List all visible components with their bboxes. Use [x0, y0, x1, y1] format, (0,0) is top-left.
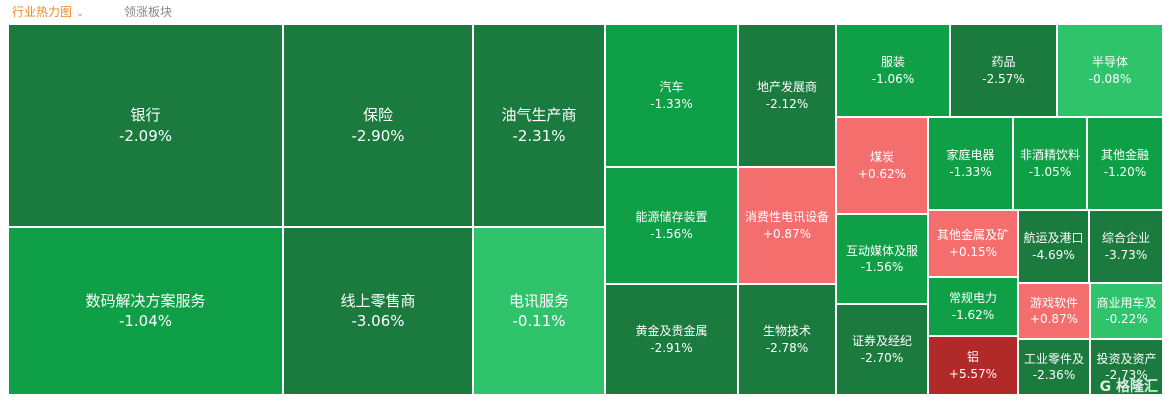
heatmap-cell[interactable]: 线上零售商 -3.06%: [283, 227, 473, 395]
sector-name: 常规电力: [948, 291, 997, 306]
sector-name: 保险: [362, 106, 393, 125]
heatmap-cell[interactable]: 药品 -2.57%: [950, 24, 1057, 117]
sector-name: 家庭电器: [946, 148, 995, 163]
sector-name: 消费性电讯设备: [744, 210, 829, 225]
sector-name: 地产发展商: [756, 80, 817, 95]
sector-change: -2.31%: [512, 126, 566, 145]
sector-change: -2.90%: [351, 126, 405, 145]
sector-change: +0.15%: [948, 244, 998, 259]
sector-change: +0.62%: [857, 166, 907, 181]
heatmap-cell[interactable]: 非酒精饮料 -1.05%: [1013, 117, 1087, 210]
heatmap-cell[interactable]: 数码解决方案服务 -1.04%: [8, 227, 283, 395]
sector-change: -2.70%: [860, 350, 904, 365]
heatmap-cell[interactable]: 黄金及贵金属 -2.91%: [605, 284, 738, 395]
sector-name: 铝: [966, 350, 979, 365]
sector-name: 线上零售商: [340, 291, 416, 310]
heatmap-cell[interactable]: 游戏软件 +0.87%: [1018, 283, 1090, 339]
tab-top-gainers[interactable]: 领涨板块: [124, 5, 173, 19]
sector-name: 汽车: [659, 80, 684, 95]
sector-name: 航运及港口: [1023, 231, 1084, 246]
heatmap-cell[interactable]: 商业用车及 -0.22%: [1090, 283, 1163, 339]
sector-name: 证券及经纪: [851, 334, 912, 349]
sector-change: -0.22%: [1105, 312, 1148, 326]
sector-change: +5.57%: [948, 366, 998, 381]
sector-name: 工业零件及: [1023, 351, 1084, 366]
heatmap-cell[interactable]: 投资及资产 -2.73%: [1090, 339, 1163, 395]
heatmap-cell[interactable]: 其他金融 -1.20%: [1087, 117, 1163, 210]
chevron-down-icon: ⌄: [75, 8, 85, 19]
sector-change: -1.05%: [1028, 164, 1072, 179]
sector-change: +0.87%: [1029, 312, 1079, 326]
heatmap-cell[interactable]: 保险 -2.90%: [283, 24, 473, 227]
sector-change: -1.04%: [118, 312, 173, 330]
sector-change: -3.73%: [1104, 247, 1148, 262]
heatmap-cell[interactable]: 服装 -1.06%: [836, 24, 950, 117]
sector-name: 黄金及贵金属: [635, 324, 708, 339]
tab-label: 行业热力图: [12, 5, 73, 19]
sector-change: -1.56%: [650, 226, 693, 241]
sector-name: 能源储存装置: [635, 210, 708, 225]
sector-name: 半导体: [1091, 55, 1128, 70]
heatmap-cell[interactable]: 油气生产商 -2.31%: [473, 24, 605, 227]
sector-name: 油气生产商: [501, 106, 577, 125]
heatmap-cell[interactable]: 生物技术 -2.78%: [738, 284, 836, 395]
heatmap-cell[interactable]: 电讯服务 -0.11%: [473, 227, 605, 395]
sector-name: 其他金融: [1100, 148, 1149, 163]
heatmap-cell[interactable]: 煤炭 +0.62%: [836, 117, 928, 214]
sector-change: -4.69%: [1032, 247, 1075, 262]
sector-change: -1.33%: [949, 164, 992, 179]
sector-name: 银行: [130, 106, 161, 125]
sector-name: 互动媒体及服: [845, 243, 918, 258]
heatmap-cell[interactable]: 互动媒体及服 -1.56%: [836, 214, 928, 304]
sector-change: -1.62%: [951, 307, 995, 322]
sector-change: -1.33%: [650, 96, 693, 111]
heatmap-cell[interactable]: 地产发展商 -2.12%: [738, 24, 836, 167]
heatmap-cell[interactable]: 能源储存装置 -1.56%: [605, 167, 738, 284]
sector-change: +0.87%: [762, 226, 812, 241]
sector-change: -1.56%: [860, 260, 904, 274]
sector-name: 商业用车及: [1096, 295, 1157, 310]
sector-name: 服装: [880, 55, 905, 70]
sector-change: -0.11%: [512, 312, 566, 330]
heatmap-cell[interactable]: 半导体 -0.08%: [1057, 24, 1163, 117]
sector-change: -1.06%: [871, 71, 915, 86]
heatmap-cell[interactable]: 工业零件及 -2.36%: [1018, 339, 1090, 395]
heatmap-cell[interactable]: 综合企业 -3.73%: [1089, 210, 1163, 283]
heatmap-cell[interactable]: 其他金属及矿 +0.15%: [928, 210, 1018, 277]
heatmap-cell[interactable]: 常规电力 -1.62%: [928, 277, 1018, 336]
sector-name: 综合企业: [1101, 231, 1150, 246]
heatmap-cell[interactable]: 银行 -2.09%: [8, 24, 283, 227]
sector-name: 药品: [991, 55, 1016, 70]
watermark-logo: G 格隆汇: [1099, 379, 1158, 395]
sector-change: -2.78%: [765, 340, 809, 355]
sector-change: -2.09%: [118, 126, 173, 145]
heatmap-cell[interactable]: 家庭电器 -1.33%: [928, 117, 1013, 210]
heatmap-cell[interactable]: 汽车 -1.33%: [605, 24, 738, 167]
sector-change: -0.08%: [1088, 71, 1132, 86]
sector-change: -3.06%: [351, 312, 405, 330]
sector-change: -2.12%: [765, 96, 809, 111]
heatmap-cell[interactable]: 证券及经纪 -2.70%: [836, 304, 928, 395]
sector-change: -2.36%: [1032, 368, 1076, 382]
heatmap-cell[interactable]: 铝 +5.57%: [928, 336, 1018, 395]
sector-change: -2.73%: [1105, 368, 1148, 382]
sector-name: 其他金属及矿: [936, 228, 1009, 243]
tab-industry-heatmap[interactable]: 行业热力图 ⌄: [12, 3, 84, 20]
sector-name: 煤炭: [869, 150, 894, 165]
sector-name: 投资及资产: [1096, 351, 1157, 366]
heatmap-cell[interactable]: 消费性电讯设备 +0.87%: [738, 167, 836, 284]
sector-name: 游戏软件: [1029, 295, 1078, 310]
sector-change: -2.91%: [650, 340, 693, 355]
sector-name: 生物技术: [762, 324, 811, 339]
sector-change: -1.20%: [1103, 164, 1147, 179]
heatmap-cell[interactable]: 航运及港口 -4.69%: [1018, 210, 1089, 283]
sector-name: 电讯服务: [508, 291, 569, 310]
sector-name: 非酒精饮料: [1019, 148, 1080, 163]
sector-name: 数码解决方案服务: [85, 291, 206, 310]
sector-change: -2.57%: [982, 71, 1025, 86]
